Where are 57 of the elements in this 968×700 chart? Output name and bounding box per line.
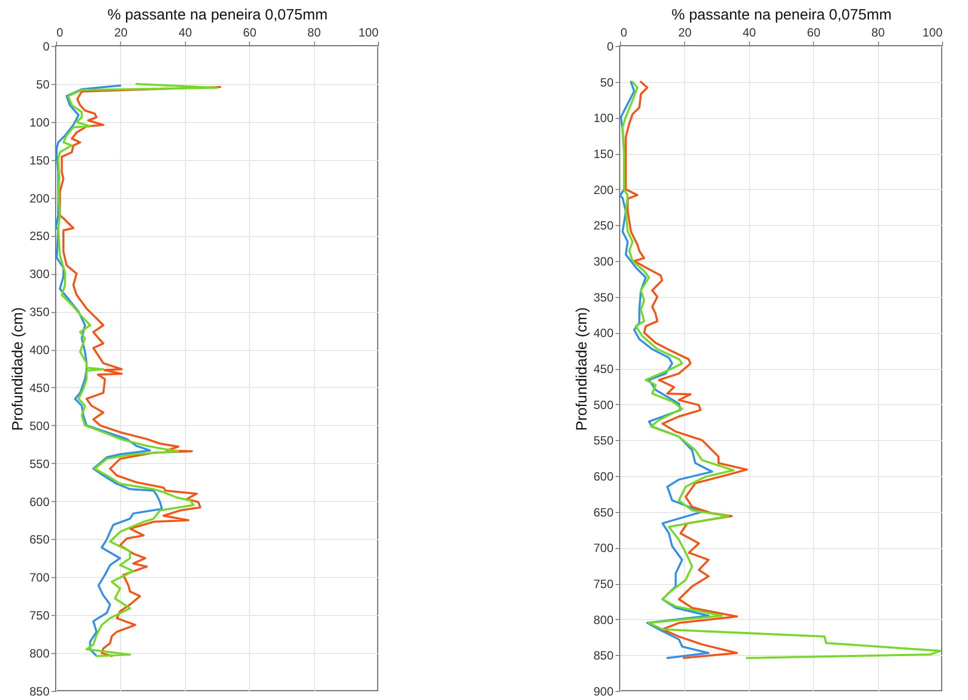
y-tick-label: 750 <box>29 608 50 623</box>
x-tick-label: 100 <box>358 26 379 40</box>
y-tick-label: 0 <box>42 40 50 54</box>
x-axis-title: % passante na peneira 0,075mm <box>671 6 892 24</box>
x-axis-title: % passante na peneira 0,075mm <box>107 6 328 24</box>
y-tick-label: 400 <box>593 326 614 340</box>
y-tick-label: 850 <box>29 684 50 698</box>
y-tick-label: 700 <box>593 541 614 556</box>
line-series <box>619 80 714 660</box>
x-tick-label: 60 <box>807 26 821 40</box>
x-tick-label: 80 <box>871 26 886 40</box>
y-tick-label: 650 <box>593 505 614 520</box>
y-tick-label: 250 <box>593 218 614 233</box>
y-tick-label: 150 <box>29 153 50 168</box>
y-tick-label: 500 <box>593 398 614 412</box>
x-tick-label: 40 <box>742 26 756 40</box>
y-tick-label: 450 <box>29 380 50 395</box>
y-tick-label: 450 <box>593 362 614 376</box>
y-tick-label: 50 <box>600 75 614 90</box>
line-series <box>55 84 163 658</box>
y-tick-label: 100 <box>29 115 50 130</box>
x-tick-label: 20 <box>678 26 692 40</box>
y-tick-label: 800 <box>593 612 614 627</box>
y-tick-label: 300 <box>593 254 614 268</box>
y-tick-label: 0 <box>606 40 614 54</box>
y-tick-label: 200 <box>593 182 614 197</box>
y-tick-label: 350 <box>593 290 614 304</box>
y-tick-label: 300 <box>29 267 50 282</box>
y-tick-label: 350 <box>29 305 50 320</box>
x-tick-label: 60 <box>243 26 257 40</box>
y-tick-label: 550 <box>29 456 50 471</box>
y-tick-label: 650 <box>29 532 50 547</box>
y-axis-title: Profundidade (cm) <box>9 307 26 431</box>
y-tick-label: 600 <box>593 470 614 484</box>
x-tick-label: 80 <box>307 26 322 40</box>
y-tick-label: 500 <box>29 418 50 433</box>
y-tick-label: 850 <box>593 648 614 663</box>
y-tick-label: 700 <box>29 570 50 585</box>
y-tick-label: 400 <box>29 343 50 358</box>
x-tick-label: 0 <box>56 26 64 40</box>
y-axis-title: Profundidade (cm) <box>573 307 590 431</box>
y-tick-label: 800 <box>29 646 50 661</box>
x-tick-label: 40 <box>178 26 192 40</box>
x-tick-label: 0 <box>620 26 628 40</box>
y-tick-label: 250 <box>29 229 50 244</box>
x-tick-label: 100 <box>922 26 943 40</box>
y-tick-label: 150 <box>593 147 614 161</box>
y-tick-label: 550 <box>593 434 614 448</box>
y-tick-label: 100 <box>593 111 614 126</box>
y-tick-label: 200 <box>29 191 50 206</box>
line-series <box>622 80 942 660</box>
y-tick-label: 50 <box>36 77 50 92</box>
y-tick-label: 600 <box>29 494 50 509</box>
y-tick-label: 750 <box>593 577 614 591</box>
x-tick-label: 20 <box>114 26 128 40</box>
line-series <box>624 80 748 660</box>
y-tick-label: 900 <box>593 684 614 698</box>
